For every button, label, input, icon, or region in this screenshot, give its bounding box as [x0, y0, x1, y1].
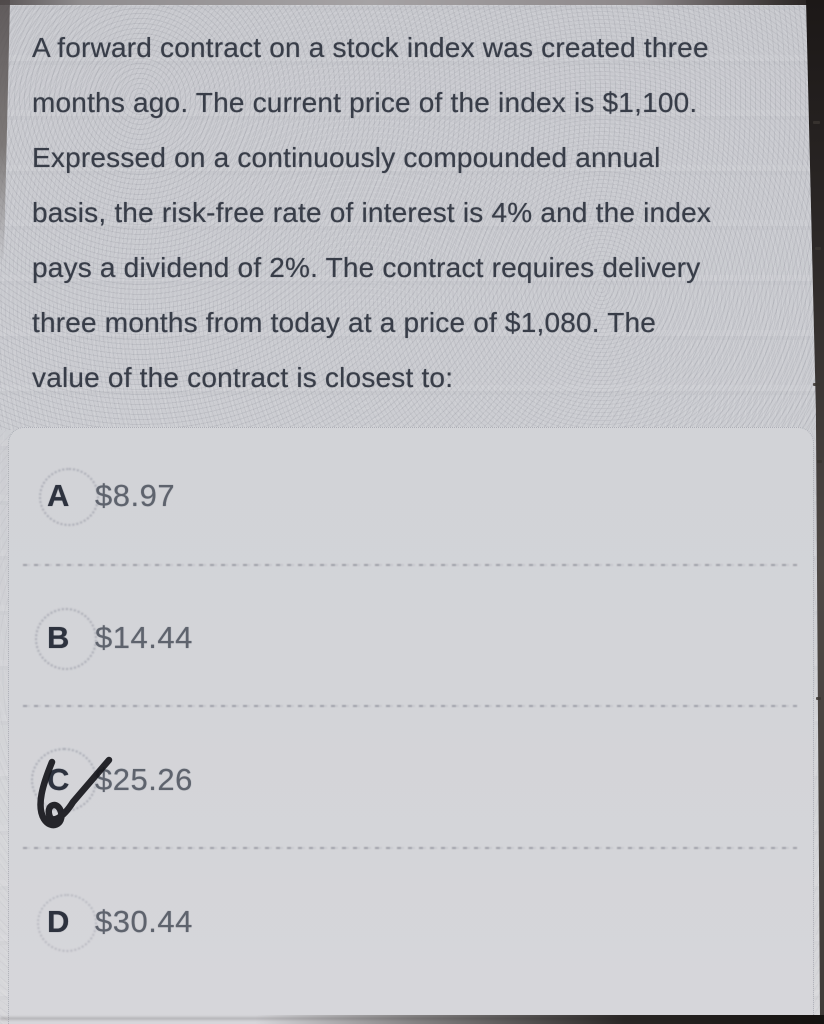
photo-edge-top	[0, 0, 824, 5]
edge-tick-mark	[813, 383, 820, 386]
option-value: $14.44	[95, 620, 193, 655]
option-value: $8.97	[95, 478, 176, 513]
question-text: A forward contract on a stock index was …	[32, 20, 812, 405]
photo-edge-bottom	[255, 1015, 824, 1024]
question-line: three months from today at a price of $1…	[32, 307, 657, 338]
option-letter: B	[47, 620, 70, 655]
photo-edge-left	[0, 0, 10, 265]
option-b[interactable]: B $14.44	[9, 606, 813, 670]
option-c[interactable]: C $25.26	[9, 748, 813, 812]
option-divider	[23, 847, 797, 849]
option-value: $25.26	[95, 762, 193, 797]
question-line: value of the contract is closest to:	[32, 362, 454, 393]
edge-tick-mark	[817, 460, 822, 463]
question-line: Expressed on a continuously compounded a…	[32, 142, 661, 173]
option-letter: C	[47, 762, 70, 797]
question-line: pays a dividend of 2%. The contract requ…	[32, 252, 701, 283]
question-line: A forward contract on a stock index was …	[32, 32, 709, 63]
question-line: basis, the risk-free rate of interest is…	[32, 197, 712, 228]
option-letter: A	[47, 478, 70, 513]
option-divider	[23, 564, 797, 566]
option-divider	[23, 705, 797, 707]
edge-tick-mark	[816, 697, 821, 700]
option-a[interactable]: A $8.97	[9, 464, 813, 528]
edge-tick-mark	[815, 247, 821, 250]
option-value: $30.44	[95, 904, 193, 939]
option-letter: D	[47, 904, 70, 939]
options-card: A $8.97 B $14.44 C $25.26 D $30.44	[8, 427, 814, 1024]
option-d[interactable]: D $30.44	[9, 890, 813, 954]
edge-tick-mark	[813, 121, 820, 124]
question-line: months ago. The current price of the ind…	[32, 87, 698, 118]
